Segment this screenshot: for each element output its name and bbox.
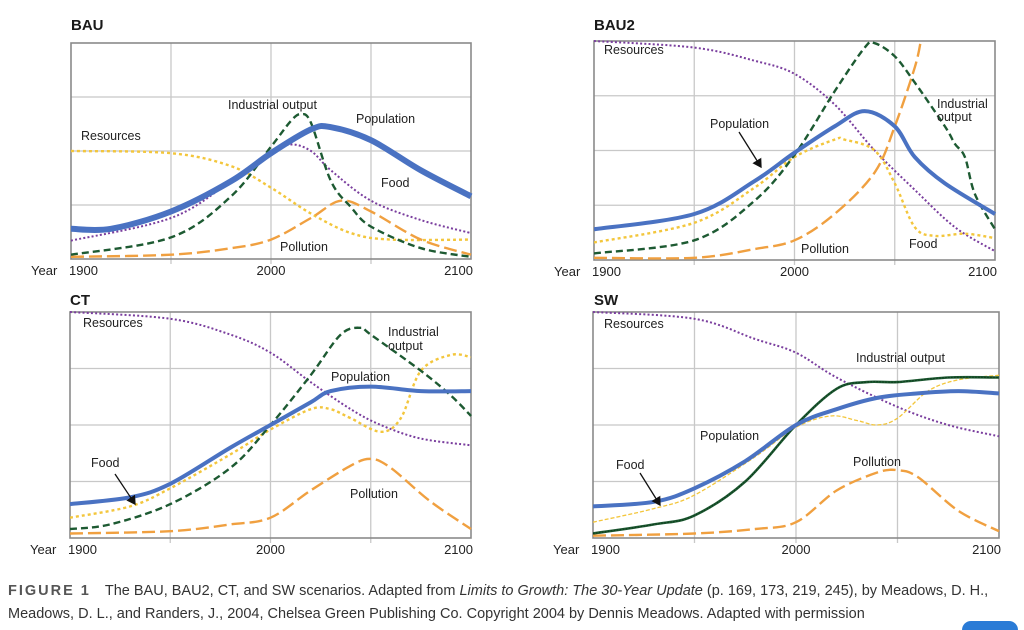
x-tick-1900: 1900: [591, 542, 620, 557]
x-tick-1900: 1900: [68, 542, 97, 557]
label-output: output: [388, 339, 423, 353]
series-line-resources: [594, 40, 996, 253]
arrow-food: [639, 472, 661, 507]
series-line-pollution: [71, 199, 472, 258]
caption-text-2: (p. 169, 173, 219, 245), by Meadows, D. …: [8, 583, 989, 622]
label-resources: Resources: [81, 129, 141, 143]
series-line-population: [70, 384, 472, 507]
series-line-resources: [71, 143, 472, 242]
x-tick-2100: 2100: [444, 263, 473, 278]
x-tick-2000: 2000: [256, 542, 285, 557]
series-line-resources: [593, 311, 1000, 438]
series-line-industrial-output: [71, 113, 472, 258]
series-line-population: [71, 122, 473, 234]
label-population: Population: [700, 429, 760, 443]
label-industrial: Industrial: [388, 325, 439, 339]
series-line-pollution: [70, 457, 472, 535]
label-population: Population: [710, 117, 770, 131]
series-line-pollution: [593, 468, 1000, 537]
x-tick-2100: 2100: [968, 264, 997, 279]
panel-bau: [70, 42, 473, 264]
panel-sw: [592, 311, 1000, 543]
figure-caption: FIGURE 1 The BAU, BAU2, CT, and SW scenar…: [8, 580, 1018, 626]
label-food: Food: [381, 176, 410, 190]
panel-title-bau: BAU: [71, 17, 104, 34]
panel-bau2: [593, 40, 997, 265]
axis-year-label: Year: [30, 542, 57, 557]
x-tick-2100: 2100: [972, 542, 1001, 557]
panel-title-sw: SW: [594, 292, 619, 309]
arrow-food: [114, 473, 136, 506]
label-resources: Resources: [604, 43, 664, 57]
series-line-food: [593, 374, 1000, 523]
series-line-texture: [592, 376, 1000, 535]
x-tick-2000: 2000: [780, 264, 809, 279]
series-line-pollution: [594, 40, 922, 260]
x-tick-1900: 1900: [592, 264, 621, 279]
series-line-industrial-output: [594, 40, 997, 255]
label-pollution: Pollution: [853, 455, 901, 469]
panel-title-ct: CT: [70, 292, 90, 309]
label-resources: Resources: [83, 316, 143, 330]
axis-year-label: Year: [553, 542, 580, 557]
axis-year-label: Year: [31, 263, 58, 278]
plot-frame: [69, 311, 472, 539]
figure-label: FIGURE 1: [8, 583, 91, 599]
figure-plots: [69, 40, 1000, 543]
label-population: Population: [331, 370, 391, 384]
label-population: Population: [356, 112, 416, 126]
axis-year-label: Year: [554, 264, 581, 279]
series-line-population: [593, 389, 1000, 509]
caption-text-1: The BAU, BAU2, CT, and SW scenarios. Ada…: [104, 583, 460, 599]
label-industrial-output: Industrial output: [856, 351, 945, 365]
plot-frame: [593, 40, 996, 261]
series-line-industrial-output: [70, 326, 472, 531]
label-industrial: Industrial: [937, 97, 988, 111]
floating-action-button[interactable]: [962, 621, 1018, 630]
label-industrial-output: Industrial output: [228, 98, 317, 112]
label-food: Food: [91, 456, 120, 470]
series-line-food: [594, 136, 996, 244]
x-tick-2000: 2000: [781, 542, 811, 557]
arrow-population: [738, 131, 762, 169]
series-line-population: [594, 109, 997, 232]
label-pollution: Pollution: [801, 242, 849, 256]
label-food: Food: [909, 237, 938, 251]
x-tick-2000: 2000: [256, 263, 286, 278]
label-food: Food: [616, 458, 645, 472]
plot-frame: [592, 311, 1000, 539]
panel-ct: [69, 311, 472, 543]
label-pollution: Pollution: [350, 487, 398, 501]
label-resources: Resources: [604, 317, 664, 331]
x-tick-1900: 1900: [69, 263, 98, 278]
label-output: output: [937, 110, 972, 124]
panel-title-bau2: BAU2: [594, 17, 635, 34]
series-line-food: [71, 149, 472, 242]
label-pollution: Pollution: [280, 240, 328, 254]
caption-book-title: Limits to Growth: The 30-Year Update: [459, 583, 703, 599]
x-tick-2100: 2100: [444, 542, 473, 557]
